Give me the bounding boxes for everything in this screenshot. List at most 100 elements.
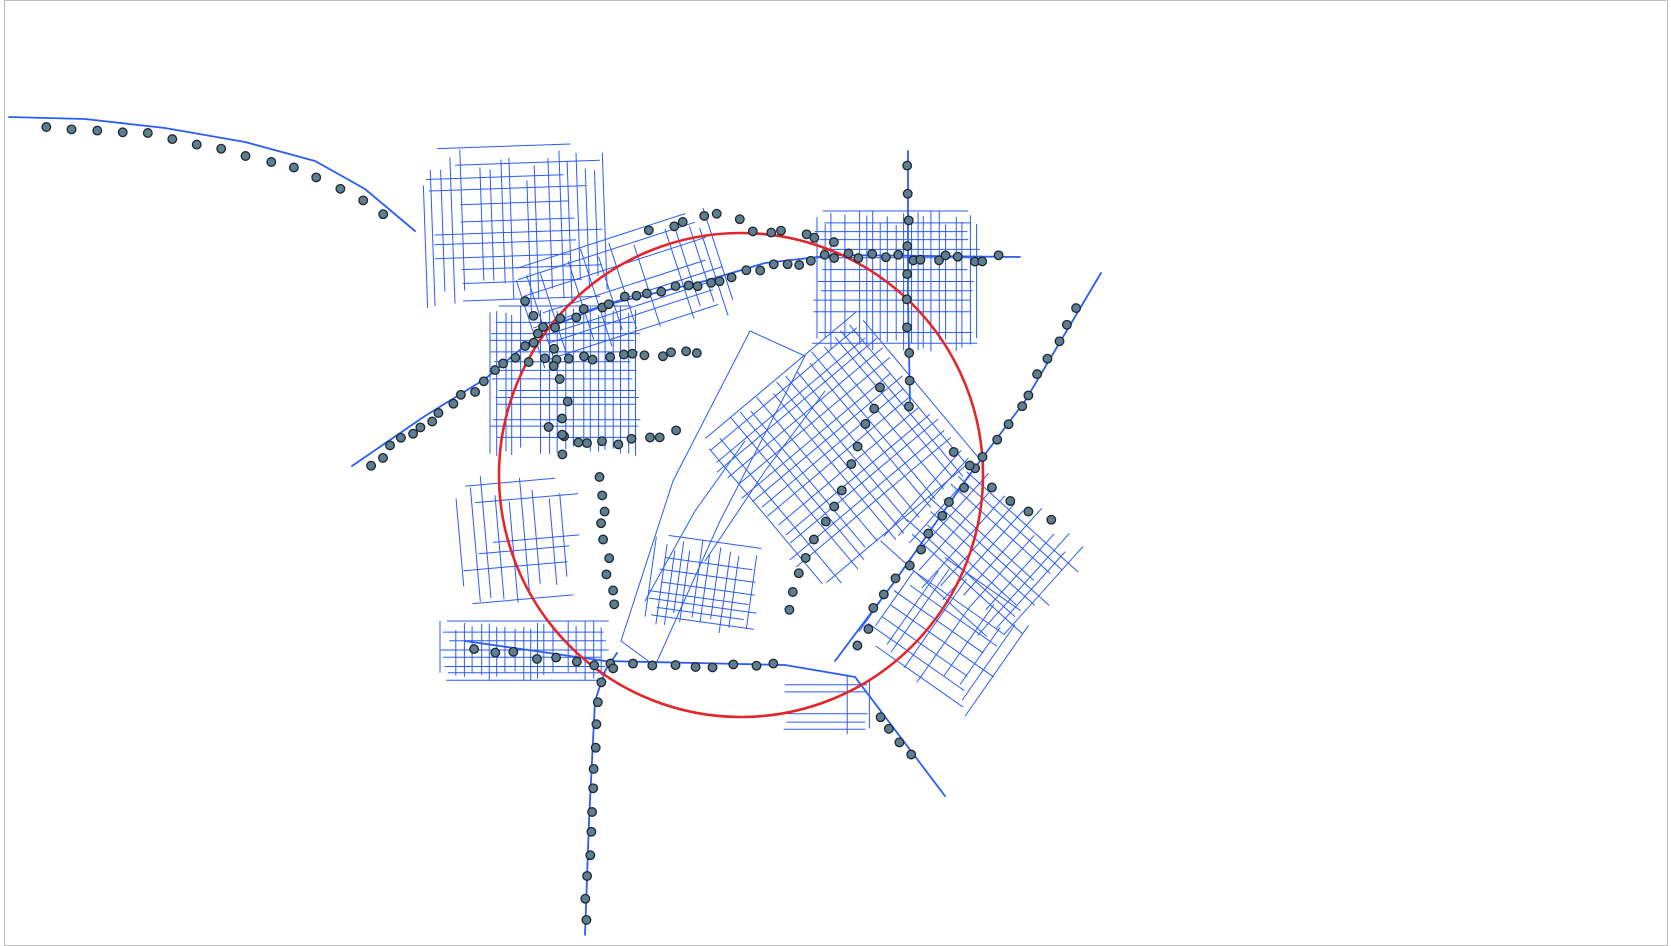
- transit-stop-marker[interactable]: [670, 281, 681, 292]
- transit-stop-marker[interactable]: [592, 697, 603, 708]
- transit-stop-marker[interactable]: [904, 348, 915, 358]
- transit-stop-marker[interactable]: [588, 763, 599, 774]
- transit-stop-marker[interactable]: [904, 375, 915, 386]
- transit-stop-marker[interactable]: [1017, 401, 1028, 412]
- transit-stop-marker[interactable]: [641, 288, 652, 299]
- transit-stop-marker[interactable]: [604, 553, 615, 564]
- transit-stop-marker[interactable]: [893, 249, 904, 260]
- transit-stop-marker[interactable]: [690, 662, 701, 672]
- transit-stop-marker[interactable]: [1046, 514, 1057, 525]
- transit-stop-marker[interactable]: [860, 419, 871, 429]
- transit-stop-marker[interactable]: [92, 125, 103, 136]
- transit-stop-marker[interactable]: [714, 276, 725, 287]
- transit-stop-marker[interactable]: [520, 296, 531, 307]
- transit-stop-marker[interactable]: [557, 429, 568, 440]
- transit-stop-marker[interactable]: [986, 482, 997, 493]
- transit-stop-marker[interactable]: [726, 272, 737, 283]
- transit-stop-marker[interactable]: [586, 826, 597, 837]
- transit-stop-marker[interactable]: [883, 723, 894, 734]
- transit-stop-marker[interactable]: [937, 510, 948, 521]
- transit-stop-marker[interactable]: [890, 573, 901, 584]
- transit-stop-marker[interactable]: [618, 349, 629, 360]
- transit-stop-marker[interactable]: [589, 660, 600, 671]
- transit-stop-marker[interactable]: [959, 482, 969, 493]
- transit-stop-marker[interactable]: [923, 528, 934, 539]
- transit-stop-marker[interactable]: [711, 208, 722, 219]
- transit-stop-marker[interactable]: [903, 215, 914, 226]
- transit-stop-marker[interactable]: [934, 255, 944, 266]
- transit-stop-marker[interactable]: [728, 659, 739, 670]
- transit-stop-marker[interactable]: [528, 337, 539, 348]
- transit-stop-marker[interactable]: [878, 589, 889, 600]
- transit-stop-marker[interactable]: [415, 422, 426, 433]
- transit-stop-marker[interactable]: [852, 640, 863, 651]
- transit-stop-marker[interactable]: [598, 534, 609, 545]
- transit-stop-marker[interactable]: [587, 354, 598, 365]
- transit-stop-marker[interactable]: [875, 382, 885, 393]
- transit-stop-marker[interactable]: [829, 253, 840, 263]
- transit-stop-marker[interactable]: [580, 893, 591, 904]
- transit-stop-marker[interactable]: [358, 195, 369, 206]
- transit-stop-marker[interactable]: [868, 602, 879, 613]
- transit-stop-marker[interactable]: [510, 352, 521, 363]
- transit-stop-marker[interactable]: [734, 214, 745, 225]
- transit-stop-marker[interactable]: [654, 432, 665, 443]
- transit-stop-marker[interactable]: [538, 321, 549, 332]
- transit-stop-marker[interactable]: [805, 255, 816, 266]
- transit-stop-marker[interactable]: [793, 568, 804, 579]
- transit-stop-marker[interactable]: [768, 259, 779, 270]
- transit-stop-marker[interactable]: [216, 143, 227, 154]
- transit-stop-marker[interactable]: [902, 160, 913, 171]
- map-canvas[interactable]: [4, 0, 1668, 946]
- transit-stop-marker[interactable]: [555, 313, 566, 324]
- transit-stop-marker[interactable]: [433, 408, 444, 418]
- transit-stop-marker[interactable]: [782, 259, 793, 270]
- transit-stop-marker[interactable]: [869, 403, 880, 414]
- transit-stop-marker[interactable]: [563, 353, 574, 364]
- transit-stop-marker[interactable]: [557, 449, 568, 460]
- transit-stop-marker[interactable]: [776, 225, 786, 236]
- transit-stop-marker[interactable]: [1054, 336, 1065, 347]
- transit-stop-marker[interactable]: [532, 653, 542, 664]
- transit-stop-marker[interactable]: [706, 277, 717, 288]
- transit-stop-marker[interactable]: [916, 544, 927, 555]
- transit-stop-marker[interactable]: [603, 299, 614, 310]
- transit-stop-marker[interactable]: [677, 217, 688, 227]
- transit-stop-marker[interactable]: [520, 341, 531, 351]
- transit-stop-marker[interactable]: [550, 322, 561, 333]
- transit-stop-marker[interactable]: [902, 269, 913, 280]
- transit-stop-marker[interactable]: [378, 209, 389, 220]
- transit-stop-marker[interactable]: [455, 389, 466, 400]
- transit-stop-marker[interactable]: [571, 312, 582, 323]
- transit-stop-marker[interactable]: [490, 647, 501, 658]
- transit-stop-marker[interactable]: [311, 172, 322, 183]
- transit-stop-marker[interactable]: [498, 358, 509, 369]
- transit-stop-marker[interactable]: [626, 433, 637, 444]
- transit-stop-marker[interactable]: [66, 124, 77, 135]
- transit-stop-marker[interactable]: [666, 347, 676, 358]
- transit-stop-marker[interactable]: [335, 183, 346, 194]
- transit-stop-marker[interactable]: [948, 447, 959, 457]
- transit-stop-marker[interactable]: [408, 428, 419, 439]
- transit-stop-marker[interactable]: [378, 452, 388, 463]
- transit-stop-marker[interactable]: [880, 252, 891, 263]
- transit-stop-marker[interactable]: [836, 485, 847, 496]
- transit-stop-marker[interactable]: [681, 346, 692, 357]
- transit-stop-marker[interactable]: [894, 737, 905, 748]
- transit-stop-marker[interactable]: [755, 265, 766, 276]
- transit-stop-marker[interactable]: [670, 660, 681, 671]
- transit-stop-marker[interactable]: [582, 871, 593, 881]
- transit-stop-marker[interactable]: [1005, 496, 1016, 506]
- transit-stop-marker[interactable]: [964, 460, 975, 471]
- transit-stop-marker[interactable]: [590, 742, 601, 753]
- transit-stop-marker[interactable]: [707, 662, 718, 673]
- transit-stop-marker[interactable]: [554, 374, 565, 384]
- transit-stop-marker[interactable]: [549, 343, 559, 354]
- transit-stop-marker[interactable]: [671, 425, 682, 436]
- transit-stop-marker[interactable]: [691, 348, 702, 359]
- transit-stop-marker[interactable]: [631, 290, 642, 301]
- transit-stop-marker[interactable]: [751, 660, 762, 671]
- transit-stop-marker[interactable]: [240, 151, 251, 161]
- transit-stop-marker[interactable]: [578, 304, 589, 314]
- transit-stop-marker[interactable]: [645, 432, 655, 443]
